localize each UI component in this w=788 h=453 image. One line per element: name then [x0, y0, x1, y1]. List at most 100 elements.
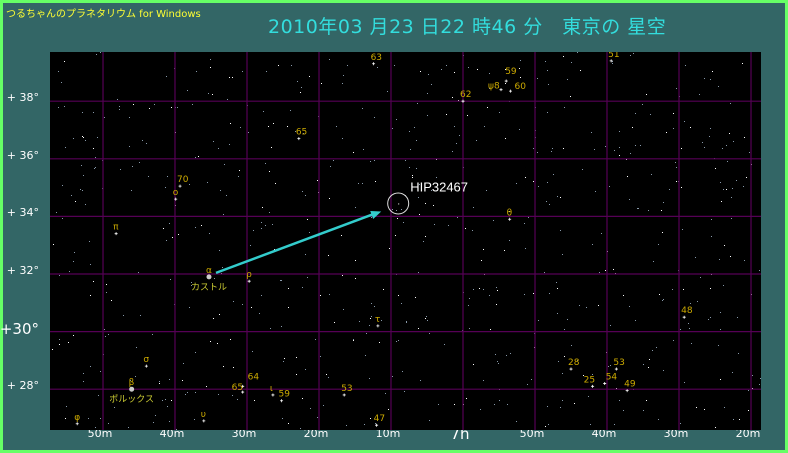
faint-star [557, 313, 558, 314]
faint-star [538, 320, 539, 321]
faint-star [676, 181, 677, 182]
faint-star [574, 403, 575, 404]
star-label: 53 [341, 384, 352, 394]
faint-star [557, 196, 558, 197]
faint-star [282, 418, 283, 419]
faint-star [301, 87, 302, 88]
faint-star [374, 160, 375, 161]
star-name: カストル [191, 282, 227, 293]
faint-star [253, 230, 254, 231]
faint-star [287, 126, 288, 127]
faint-star [680, 329, 681, 330]
faint-star [198, 156, 199, 157]
faint-star [730, 256, 731, 257]
star-mark [614, 367, 618, 371]
faint-star [401, 303, 402, 304]
faint-star [232, 395, 233, 396]
ra-tick-label: 20m [303, 427, 329, 440]
planetarium-window: つるちゃんのプラネタリウム for Windows 2010年03 月23 日2… [0, 3, 785, 450]
faint-star [570, 96, 571, 97]
pointer-arrow-head [370, 210, 382, 219]
faint-star [549, 293, 550, 294]
faint-star [191, 285, 192, 286]
faint-star [612, 61, 613, 62]
star-mark [499, 88, 503, 92]
faint-star [744, 137, 745, 138]
faint-star [59, 339, 60, 340]
faint-star [320, 295, 321, 296]
faint-star [232, 77, 233, 78]
faint-star [323, 405, 324, 406]
faint-star [546, 201, 547, 202]
faint-star [748, 410, 749, 411]
faint-star [619, 400, 620, 401]
faint-star [663, 202, 664, 203]
faint-star [748, 390, 749, 391]
faint-star [520, 77, 521, 78]
faint-star [560, 230, 561, 231]
faint-star [438, 404, 439, 405]
app-title: つるちゃんのプラネタリウム for Windows [6, 9, 201, 20]
faint-star [271, 147, 272, 148]
faint-star [527, 384, 528, 385]
faint-star [409, 167, 410, 168]
faint-star [494, 404, 495, 405]
star-mark [591, 384, 595, 388]
faint-star [252, 351, 253, 352]
faint-star [177, 107, 178, 108]
faint-star [452, 151, 453, 152]
faint-star [533, 181, 534, 182]
star-mark [241, 384, 245, 388]
faint-star [528, 217, 529, 218]
faint-star [166, 240, 167, 241]
faint-star [434, 224, 435, 225]
faint-star [516, 183, 517, 184]
faint-star [723, 285, 724, 286]
faint-star [396, 341, 397, 342]
faint-star [238, 176, 239, 177]
faint-star [355, 278, 356, 279]
faint-star [608, 366, 609, 367]
faint-star [646, 94, 647, 95]
faint-star [737, 317, 738, 318]
faint-star [553, 174, 554, 175]
faint-star [259, 313, 260, 314]
faint-star [673, 113, 674, 114]
faint-star [230, 339, 231, 340]
faint-star [328, 377, 329, 378]
faint-star [172, 237, 173, 238]
faint-star [388, 409, 389, 410]
faint-star [704, 78, 705, 79]
faint-star [162, 400, 163, 401]
faint-star [189, 184, 190, 185]
star-chart[interactable]: 63 62 59 ψ8 60 51 65 70 ο π α カストル ρ θ τ 48 σ β ポルックス 64 65 ι… [50, 52, 761, 430]
target-label: HIP32467 [410, 179, 468, 194]
faint-star [369, 325, 370, 326]
faint-star [59, 344, 60, 345]
faint-star [185, 394, 186, 395]
faint-star [165, 187, 166, 188]
faint-star [419, 184, 420, 185]
dec-tick-label: +30° [0, 319, 39, 338]
faint-star [227, 99, 228, 100]
faint-star [459, 135, 460, 136]
faint-star [270, 328, 271, 329]
faint-star [720, 379, 721, 380]
star-mark [609, 59, 613, 63]
faint-star [486, 190, 487, 191]
faint-star [278, 65, 279, 66]
faint-star [547, 182, 548, 183]
ra-tick-label: 10m [375, 427, 401, 440]
star-label: π [113, 223, 119, 233]
faint-star [302, 398, 303, 399]
faint-star [93, 281, 94, 282]
faint-star [138, 272, 139, 273]
faint-star [288, 288, 289, 289]
faint-star [381, 320, 382, 321]
faint-star [702, 142, 703, 143]
faint-star [744, 260, 745, 261]
faint-star [708, 319, 709, 320]
faint-star [65, 147, 66, 148]
faint-star [273, 123, 274, 124]
faint-star [269, 171, 270, 172]
